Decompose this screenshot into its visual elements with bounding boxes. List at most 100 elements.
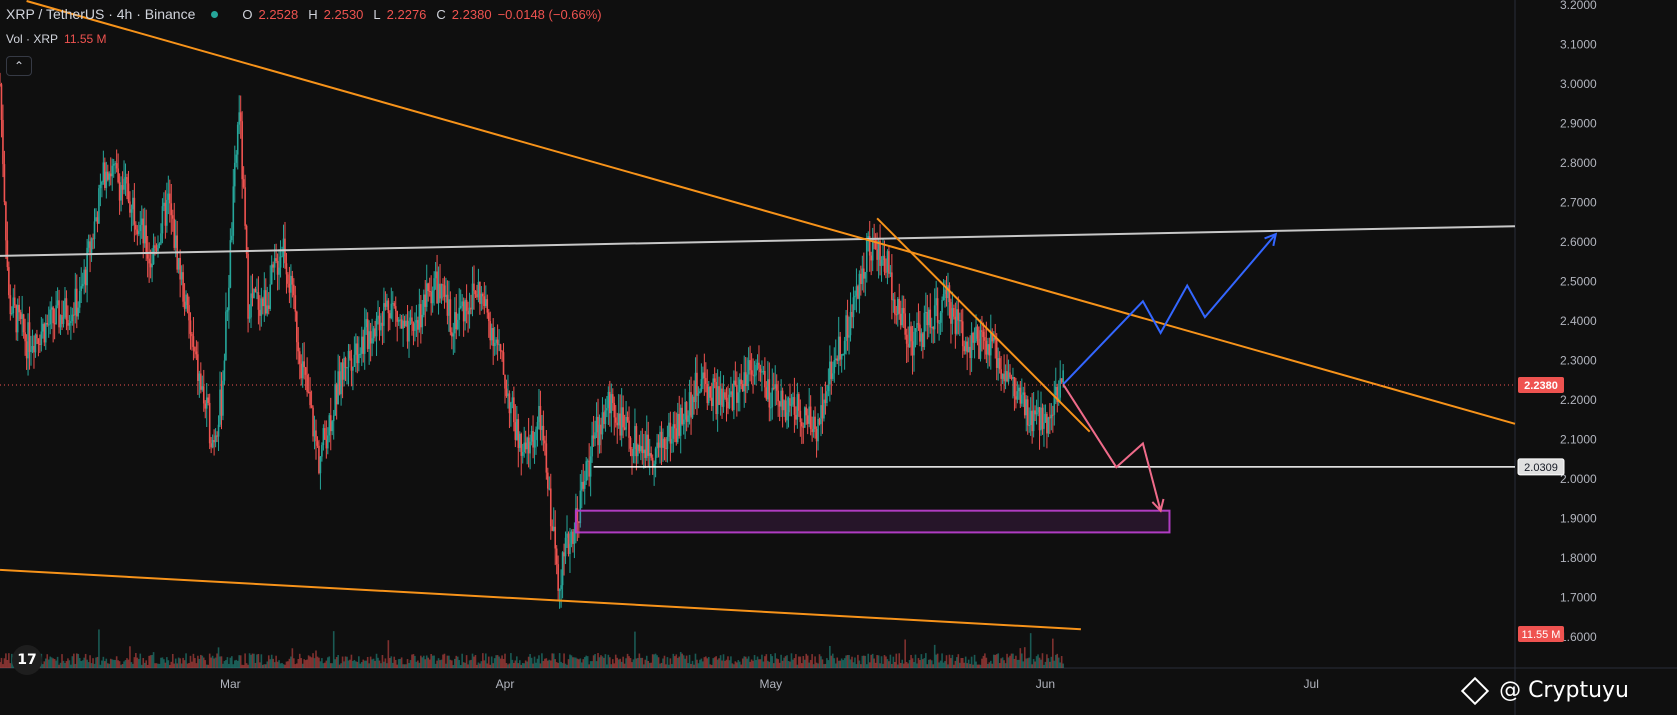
candle-body — [699, 391, 701, 394]
volume-bar — [696, 659, 698, 668]
volume-bar — [1001, 657, 1004, 668]
volume-bar — [11, 653, 13, 668]
volume-bar — [548, 659, 551, 668]
candle-body — [1062, 370, 1064, 383]
candle-body — [164, 202, 167, 226]
volume-bar — [961, 657, 964, 668]
volume-bar — [769, 654, 772, 668]
volume-bar — [998, 663, 1001, 668]
volume-label: Vol · XRP — [6, 32, 59, 46]
candle-body — [821, 405, 824, 419]
candle-body — [136, 229, 139, 235]
candle-body — [483, 296, 486, 307]
volume-bar — [62, 660, 65, 668]
volume-bar — [205, 664, 208, 668]
price-tick-label: 3.2000 — [1560, 0, 1597, 12]
volume-bar — [151, 654, 153, 668]
volume-bar — [513, 662, 515, 668]
candle-body — [37, 338, 40, 344]
volume-bar — [233, 660, 236, 668]
candle-body — [106, 171, 109, 180]
volume-bar — [3, 658, 6, 668]
volume-bar — [418, 662, 421, 668]
volume-bar — [166, 657, 168, 668]
candle-body — [192, 336, 195, 347]
volume-bar — [191, 661, 193, 668]
candle-body — [0, 84, 1, 86]
candle-body — [166, 199, 168, 226]
candle-body — [752, 374, 754, 376]
symbol-label[interactable]: XRP / TetherUS · 4h · Binance — [6, 6, 196, 22]
volume-bar — [489, 664, 492, 668]
collapse-legend-button[interactable]: ⌃ — [6, 56, 32, 76]
volume-bar — [498, 656, 500, 668]
volume-bar — [427, 657, 430, 668]
candle-body — [851, 311, 853, 318]
candle-body — [291, 275, 294, 285]
candle-body — [191, 333, 193, 337]
candle-body — [681, 407, 683, 425]
volume-bar — [415, 661, 418, 668]
volume-bar — [709, 664, 712, 668]
candle-body — [979, 330, 982, 359]
candle-body — [449, 299, 452, 333]
volume-bar — [558, 653, 561, 668]
volume-bar — [951, 654, 954, 668]
volume-bar — [781, 660, 784, 668]
volume-bar — [601, 656, 604, 668]
volume-bar — [360, 662, 363, 668]
volume-bar — [287, 661, 289, 668]
volume-bar — [555, 662, 558, 668]
candle-body — [685, 402, 688, 422]
volume-bar — [372, 658, 375, 668]
volume-bar — [511, 659, 514, 668]
candle-body — [598, 424, 601, 446]
volume-bar — [73, 653, 75, 668]
volume-bar — [386, 663, 388, 668]
volume-bar — [987, 663, 989, 668]
candle-body — [273, 258, 276, 268]
tradingview-logo-icon[interactable]: 17 — [12, 645, 42, 675]
volume-bar — [293, 658, 295, 668]
candle-body — [1032, 410, 1035, 432]
volume-bar — [837, 660, 840, 668]
candle-body — [504, 374, 506, 389]
volume-bar — [121, 663, 124, 668]
candle-body — [151, 264, 153, 268]
volume-bar — [632, 659, 635, 668]
price-tick-label: 1.8000 — [1560, 551, 1597, 565]
candle-body — [976, 326, 979, 339]
volume-bar — [260, 654, 263, 668]
candle-body — [424, 294, 427, 307]
volume-bar — [180, 663, 183, 668]
volume-bar — [129, 646, 131, 668]
candle-body — [904, 313, 906, 335]
candle-body — [202, 386, 205, 404]
candle-body — [70, 321, 72, 324]
volume-bar — [671, 664, 673, 668]
bullish-arrowhead — [1264, 232, 1278, 247]
volume-bar — [104, 661, 106, 668]
volume-bar — [541, 653, 543, 668]
candle-body — [146, 254, 149, 259]
volume-bar — [316, 656, 319, 668]
volume-bar — [474, 655, 477, 668]
volume-bar — [248, 653, 251, 668]
volume-bar — [616, 657, 619, 668]
candle-body — [443, 285, 446, 297]
candle-body — [619, 413, 621, 436]
volume-bar — [669, 658, 672, 668]
volume-axis-label: 11.55 M — [1522, 629, 1561, 641]
volume-bar — [112, 659, 115, 668]
candle-body — [520, 433, 523, 456]
volume-bar — [641, 657, 644, 668]
candle-body — [9, 295, 12, 315]
candle-body — [77, 307, 80, 317]
volume-bar — [288, 658, 291, 668]
candle-body — [549, 488, 552, 527]
candle-body — [381, 322, 384, 326]
volume-bar — [290, 656, 292, 668]
candle-body — [953, 308, 955, 317]
candle-body — [22, 314, 25, 333]
